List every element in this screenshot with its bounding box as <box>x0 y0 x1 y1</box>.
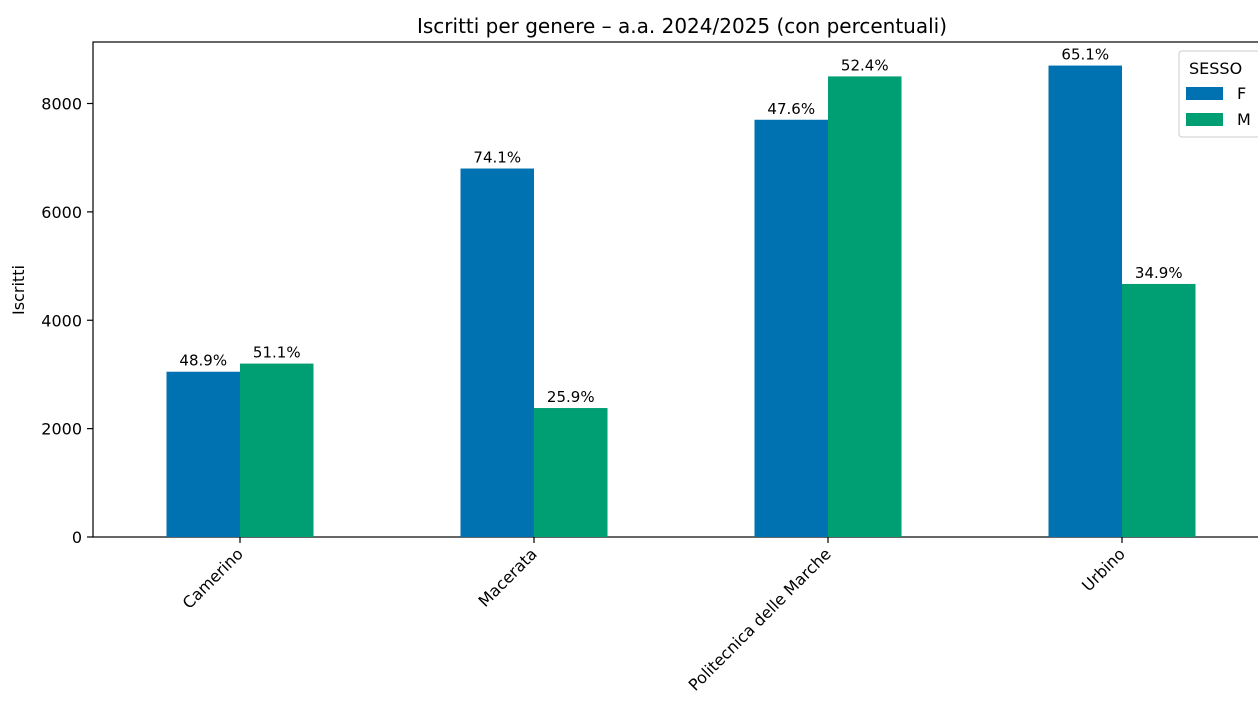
bar-data-label: 34.9% <box>1135 264 1183 282</box>
legend-label-f: F <box>1237 84 1246 103</box>
x-tick-label: Politecnica delle Marche <box>685 544 835 694</box>
plot-frame <box>92 41 1258 538</box>
bar-f-3 <box>754 119 828 538</box>
bar-data-label: 47.6% <box>767 100 815 118</box>
bar-m-2 <box>534 408 608 537</box>
legend-swatch-f <box>1186 87 1223 100</box>
legend: SESSO FM <box>1178 50 1258 138</box>
plot-area: 0 2000 4000 6000 8000 48.9% 51.1% Camerino 74.1%… <box>41 41 1258 695</box>
bar-data-label: 48.9% <box>179 352 227 370</box>
bar-m-3 <box>828 76 902 537</box>
bar-f-4 <box>1048 65 1122 538</box>
bar-data-label: 51.1% <box>253 344 301 362</box>
x-tick-label: Camerino <box>179 544 247 612</box>
x-tick-label: Macerata <box>475 544 541 610</box>
x-tick-label: Urbino <box>1078 544 1129 595</box>
legend-title: SESSO <box>1189 59 1242 78</box>
bar-data-label: 65.1% <box>1061 46 1109 64</box>
bar-m-4 <box>1122 283 1196 537</box>
y-tick-label: 4000 <box>41 311 82 330</box>
y-tick-label: 2000 <box>41 420 82 439</box>
bar-m-1 <box>240 363 314 537</box>
bar-data-label: 74.1% <box>473 149 521 167</box>
y-tick-label: 0 <box>72 528 82 547</box>
legend-label-m: M <box>1237 110 1251 129</box>
y-tick-label: 8000 <box>41 95 82 114</box>
y-axis-label: Iscritti <box>9 265 28 315</box>
bar-data-label: 25.9% <box>547 388 595 406</box>
y-tick-label: 6000 <box>41 203 82 222</box>
legend-swatch-m <box>1186 113 1223 126</box>
bar-data-label: 52.4% <box>841 56 889 74</box>
bar-f-2 <box>460 168 534 537</box>
bar-f-1 <box>166 371 240 537</box>
chart-title: Iscritti per genere – a.a. 2024/2025 (co… <box>417 14 947 38</box>
